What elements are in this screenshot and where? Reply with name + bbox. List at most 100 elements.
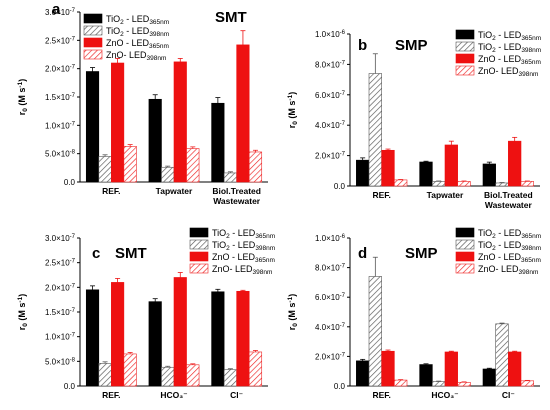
y-axis-label: r0 (M s-1) (287, 92, 299, 128)
bar-tio2_398 (495, 182, 509, 187)
bar-zno_398 (457, 181, 471, 187)
y-tick-label: 1.0×10-6 (315, 234, 346, 243)
bar-tio2_398 (368, 276, 382, 387)
legend-swatch-zno_398 (83, 49, 103, 60)
bar-zno_365 (381, 350, 395, 387)
y-axis-label: r0 (M s-1) (287, 294, 299, 330)
bar-tio2_365 (85, 71, 100, 183)
panel-b: 0.0 2.0×10-7 4.0×10-7 6.0×10-7 8.0×10-7 1.0×1… (287, 29, 541, 210)
bar-zno_398 (520, 380, 534, 387)
x-tick-label: Cl⁻ (502, 390, 515, 400)
legend-label: ZnO- LED398nm (478, 66, 538, 78)
panel-c: 0.0 5.0×10-8 1.0×10-7 1.5×10-7 2.0×10-7 2.5×1… (17, 227, 275, 400)
panel-title: SMP (405, 245, 438, 262)
legend-swatch-tio2_398 (83, 25, 103, 36)
legend-swatch-tio2_398 (455, 239, 475, 250)
y-tick-label: 2.0×10-7 (315, 352, 346, 361)
y-tick-label: 0.0 (64, 382, 76, 391)
bar-tio2_365 (419, 364, 433, 387)
bar-zno_365 (508, 140, 522, 187)
y-tick-label: 5.0×10-8 (45, 357, 76, 366)
legend-label: TiO2 - LED365nm (212, 228, 275, 240)
legend-label: TiO2 - LED398nm (212, 240, 275, 252)
legend-swatch-zno_365 (455, 53, 475, 64)
legend-label: ZnO - LED365nm (106, 38, 169, 50)
legend-swatch-tio2_365 (83, 13, 103, 24)
x-tick-label: REF. (102, 186, 120, 196)
x-tick-label: Tapwater (156, 186, 193, 196)
legend-label: ZnO- LED398nm (106, 50, 166, 62)
y-tick-label: 0.0 (334, 382, 346, 391)
panel-letter: c (92, 245, 100, 262)
x-tick-label: REF. (372, 390, 390, 400)
bar-zno_365 (111, 282, 125, 387)
panel-letter: a (52, 1, 61, 18)
panel-title: SMT (215, 9, 247, 26)
panel-letter: b (358, 37, 367, 54)
bar-zno_365 (508, 351, 522, 387)
x-tick-label: Tapwater (427, 190, 464, 200)
x-tick-label: HCO₃⁻ (431, 390, 458, 400)
legend-label: TiO2 - LED365nm (106, 14, 169, 26)
legend-swatch-zno_398 (455, 65, 475, 76)
bar-zno_398 (457, 381, 471, 387)
y-tick-label: 6.0×10-7 (315, 91, 346, 100)
panel-d: 0.0 2.0×10-7 4.0×10-7 6.0×10-7 8.0×10-7 1.0×1… (287, 227, 541, 400)
bar-zno_365 (111, 62, 125, 183)
legend-swatch-tio2_365 (455, 227, 475, 238)
bar-zno_398 (123, 353, 137, 387)
y-tick-label: 3.0×10-7 (45, 8, 76, 17)
bar-zno_398 (394, 179, 408, 187)
bar-tio2_398 (495, 323, 509, 387)
legend-label: TiO2 - LED365nm (478, 30, 541, 42)
bar-tio2_398 (98, 156, 112, 183)
x-tick-label: HCO₃⁻ (160, 390, 187, 400)
legend-label: TiO2 - LED398nm (106, 26, 169, 38)
y-tick-label: 3.0×10-7 (45, 234, 76, 243)
y-tick-label: 2.0×10-7 (45, 65, 76, 74)
bar-zno_365 (236, 44, 250, 183)
bar-tio2_398 (161, 366, 175, 387)
legend-label: TiO2 - LED365nm (478, 228, 541, 240)
panel-title: SMP (395, 37, 428, 54)
bar-tio2_398 (223, 172, 237, 183)
y-axis-label: r0 (M s-1) (17, 79, 29, 115)
legend-swatch-zno_365 (455, 251, 475, 262)
panel-letter: d (358, 245, 367, 262)
bar-tio2_365 (482, 368, 496, 387)
legend-label: TiO2 - LED398nm (478, 42, 541, 54)
bar-tio2_365 (211, 291, 225, 387)
y-tick-label: 2.5×10-7 (45, 36, 76, 45)
y-tick-label: 1.5×10-7 (45, 308, 76, 317)
bar-tio2_365 (85, 289, 100, 387)
y-tick-label: 4.0×10-7 (315, 121, 346, 130)
x-tick-label: REF. (372, 190, 390, 200)
legend-swatch-zno_365 (189, 251, 209, 262)
bar-zno_365 (444, 144, 458, 187)
bar-tio2_365 (356, 159, 370, 187)
y-tick-label: 2.5×10-7 (45, 259, 76, 268)
bar-tio2_365 (419, 161, 433, 187)
bar-zno_398 (520, 181, 534, 187)
legend-label: ZnO - LED365nm (478, 252, 541, 264)
bar-tio2_398 (432, 381, 446, 387)
y-axis-label: r0 (M s-1) (17, 294, 29, 330)
legend-label: ZnO - LED365nm (212, 252, 275, 264)
bar-zno_398 (123, 146, 137, 183)
legend-swatch-tio2_398 (189, 239, 209, 250)
y-tick-label: 6.0×10-7 (315, 293, 346, 302)
legend-swatch-tio2_365 (189, 227, 209, 238)
bar-tio2_365 (356, 360, 370, 387)
x-tick-label: Biol.Treated Wastewater (484, 190, 533, 210)
x-tick-label: Cl⁻ (230, 390, 243, 400)
bar-zno_398 (186, 148, 200, 183)
legend-swatch-zno_398 (455, 263, 475, 274)
bar-tio2_365 (148, 98, 162, 183)
y-tick-label: 1.0×10-6 (315, 30, 346, 39)
bar-tio2_398 (368, 73, 382, 187)
bar-tio2_398 (432, 181, 446, 187)
